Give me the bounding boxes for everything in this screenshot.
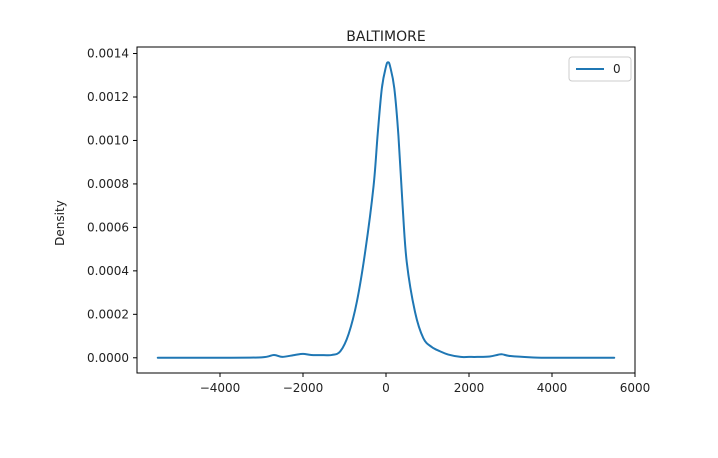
y-axis: 0.0000 0.0002 0.0004 0.0006 0.0008 0.0010 0.00… bbox=[87, 47, 137, 365]
x-tick-label: −2000 bbox=[283, 381, 324, 395]
x-axis: −4000 −2000 0 2000 4000 6000 bbox=[200, 373, 651, 395]
legend-label: 0 bbox=[613, 62, 621, 76]
y-tick-label: 0.0014 bbox=[87, 47, 129, 61]
x-tick-label: 4000 bbox=[537, 381, 568, 395]
x-tick-label: 0 bbox=[382, 381, 390, 395]
y-tick-label: 0.0000 bbox=[87, 351, 129, 365]
series-line-0 bbox=[156, 61, 616, 359]
series-layer bbox=[156, 61, 616, 359]
y-tick-label: 0.0010 bbox=[87, 133, 129, 147]
legend: 0 bbox=[568, 56, 632, 82]
y-tick-label: 0.0002 bbox=[87, 307, 129, 321]
y-axis-title: Density bbox=[53, 200, 67, 246]
y-tick-label: 0.0008 bbox=[87, 177, 129, 191]
y-tick-label: 0.0012 bbox=[87, 90, 129, 104]
chart-title: BALTIMORE bbox=[346, 29, 425, 45]
x-tick-label: 6000 bbox=[620, 381, 651, 395]
x-tick-label: 2000 bbox=[454, 381, 485, 395]
y-tick-label: 0.0006 bbox=[87, 220, 129, 234]
x-tick-label: −4000 bbox=[200, 381, 241, 395]
plot-frame bbox=[136, 46, 636, 374]
y-tick-label: 0.0004 bbox=[87, 264, 129, 278]
